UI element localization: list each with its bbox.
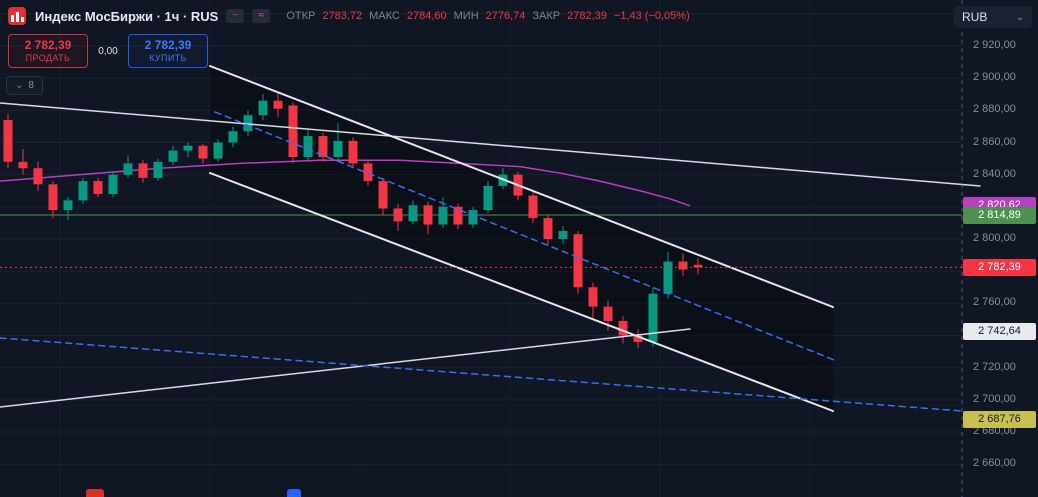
currency-dropdown[interactable]: RUB ⌄ xyxy=(954,6,1032,28)
sell-button[interactable]: 2 782,39 ПРОДАТЬ xyxy=(8,34,88,68)
chart-legend: Индекс МосБиржи · 1ч · RUS − ≈ ОТКР 2783… xyxy=(8,6,690,26)
marker-wave-icon[interactable]: ≈ xyxy=(252,9,271,23)
sell-label: ПРОДАТЬ xyxy=(25,53,71,63)
ohlc-readout: ОТКР 2783,72 МАКС 2784,60 МИН 2776,74 ЗА… xyxy=(286,10,689,22)
price-tick-label: 2 860,00 xyxy=(973,135,1016,148)
logo-bar-icon xyxy=(20,17,24,22)
last-price-label: 2 782,39 xyxy=(963,258,1036,276)
green-level-price-label: 2 814,89 xyxy=(963,206,1036,224)
price-tick-label: 2 800,00 xyxy=(973,232,1016,244)
bottom-red-fragment[interactable] xyxy=(86,489,104,497)
price-tick-label: 2 880,00 xyxy=(973,103,1016,116)
chevron-down-icon: ⌄ xyxy=(15,80,24,91)
ohlc-change-value: −1,43 (−0,05%) xyxy=(613,10,690,22)
bottom-toolbar xyxy=(0,488,962,497)
ohlc-close-label: ЗАКР xyxy=(532,10,561,22)
currency-value: RUB xyxy=(962,10,988,24)
trade-panel: 2 782,39 ПРОДАТЬ 0,00 2 782,39 КУПИТЬ xyxy=(8,34,208,68)
symbol-title[interactable]: Индекс МосБиржи · 1ч · RUS xyxy=(35,8,219,24)
price-tick-label: 2 680,00 xyxy=(973,425,1016,438)
buy-button[interactable]: 2 782,39 КУПИТЬ xyxy=(128,34,208,68)
logo-bar-icon xyxy=(10,15,14,22)
sell-price: 2 782,39 xyxy=(24,38,72,52)
price-tick-label: 2 920,00 xyxy=(973,39,1016,51)
ohlc-open-value: 2783,72 xyxy=(322,10,363,22)
bottom-blue-fragment[interactable] xyxy=(287,489,301,497)
indicators-toggle[interactable]: ⌄ 8 xyxy=(6,76,43,95)
white-level-price-label: 2 742,64 xyxy=(963,322,1036,340)
logo-bar-icon xyxy=(15,12,19,22)
price-axis[interactable]: 2 920,00 2 900,00 2 880,00 2 860,00 2 840,00… xyxy=(962,0,1038,497)
price-tick-label: 2 900,00 xyxy=(973,71,1016,84)
buy-label: КУПИТЬ xyxy=(149,53,187,63)
spread-value: 0,00 xyxy=(98,45,118,57)
buy-price: 2 782,39 xyxy=(144,38,192,52)
price-tick-label: 2 840,00 xyxy=(973,167,1016,180)
price-tick-label: 2 660,00 xyxy=(973,457,1016,470)
price-tick-label: 2 700,00 xyxy=(973,392,1016,405)
marker-minus-icon[interactable]: − xyxy=(226,9,245,23)
indicators-count: 8 xyxy=(28,80,34,91)
price-tick-label: 2 760,00 xyxy=(973,296,1016,309)
chevron-down-icon: ⌄ xyxy=(1015,11,1024,23)
price-tick-label: 2 720,00 xyxy=(973,360,1016,373)
ohlc-close-value: 2782,39 xyxy=(567,10,607,22)
ohlc-high-label: МАКС xyxy=(369,10,400,22)
ohlc-low-value: 2776,74 xyxy=(485,10,526,22)
instrument-logo-icon[interactable] xyxy=(8,7,26,25)
ohlc-open-label: ОТКР xyxy=(286,10,316,22)
ohlc-high-value: 2784,60 xyxy=(406,10,447,22)
ohlc-low-label: МИН xyxy=(453,10,479,22)
yellow-level-price-label: 2 687,76 xyxy=(963,411,1036,429)
